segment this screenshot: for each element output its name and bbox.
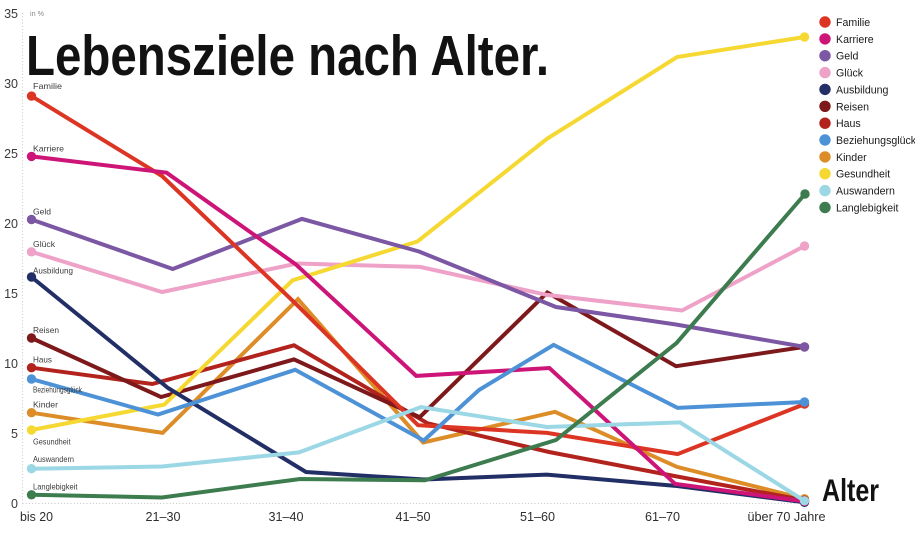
svg-text:41–50: 41–50 [396,509,431,524]
svg-text:Glück: Glück [836,68,864,80]
svg-text:Lebensziele nach Alter.: Lebensziele nach Alter. [26,24,549,88]
svg-text:Auswandern: Auswandern [836,186,895,198]
svg-text:30: 30 [4,77,18,91]
svg-text:Karriere: Karriere [33,144,64,154]
svg-text:Haus: Haus [836,118,861,130]
svg-text:Gesundheit: Gesundheit [836,169,890,181]
svg-text:Reisen: Reisen [33,325,59,335]
svg-text:Reisen: Reisen [836,101,869,113]
svg-text:51–60: 51–60 [520,509,555,524]
svg-text:Familie: Familie [33,81,62,91]
svg-text:in %: in % [30,9,45,18]
svg-text:10: 10 [4,357,18,371]
svg-text:15: 15 [4,287,18,301]
svg-text:35: 35 [4,7,18,21]
svg-text:Langlebigkeit: Langlebigkeit [33,482,78,492]
svg-text:Familie: Familie [836,17,870,29]
svg-text:Langlebigkeit: Langlebigkeit [836,203,898,215]
svg-text:Kinder: Kinder [836,152,867,164]
svg-text:über 70 Jahre: über 70 Jahre [748,509,826,524]
svg-text:Kinder: Kinder [33,400,58,410]
svg-text:31–40: 31–40 [269,509,304,524]
svg-text:Auswandern: Auswandern [33,454,74,464]
svg-text:25: 25 [4,147,18,161]
svg-text:Karriere: Karriere [836,34,874,46]
svg-text:5: 5 [11,427,18,441]
svg-text:Glück: Glück [33,239,56,249]
svg-text:61–70: 61–70 [645,509,680,524]
svg-text:21–30: 21–30 [146,509,181,524]
svg-text:0: 0 [11,497,18,511]
svg-text:Geld: Geld [836,51,858,63]
svg-text:20: 20 [4,217,18,231]
svg-text:Gesundheit: Gesundheit [33,437,71,447]
svg-text:Beziehungsglück: Beziehungsglück [836,135,915,147]
svg-text:Haus: Haus [33,355,52,365]
svg-text:bis 20: bis 20 [20,509,53,524]
svg-text:Ausbildung: Ausbildung [836,84,889,96]
svg-text:Geld: Geld [33,207,51,217]
svg-text:Ausbildung: Ausbildung [33,266,73,276]
svg-text:Beziehungsglück: Beziehungsglück [33,385,83,395]
svg-text:Alter: Alter [822,472,879,508]
